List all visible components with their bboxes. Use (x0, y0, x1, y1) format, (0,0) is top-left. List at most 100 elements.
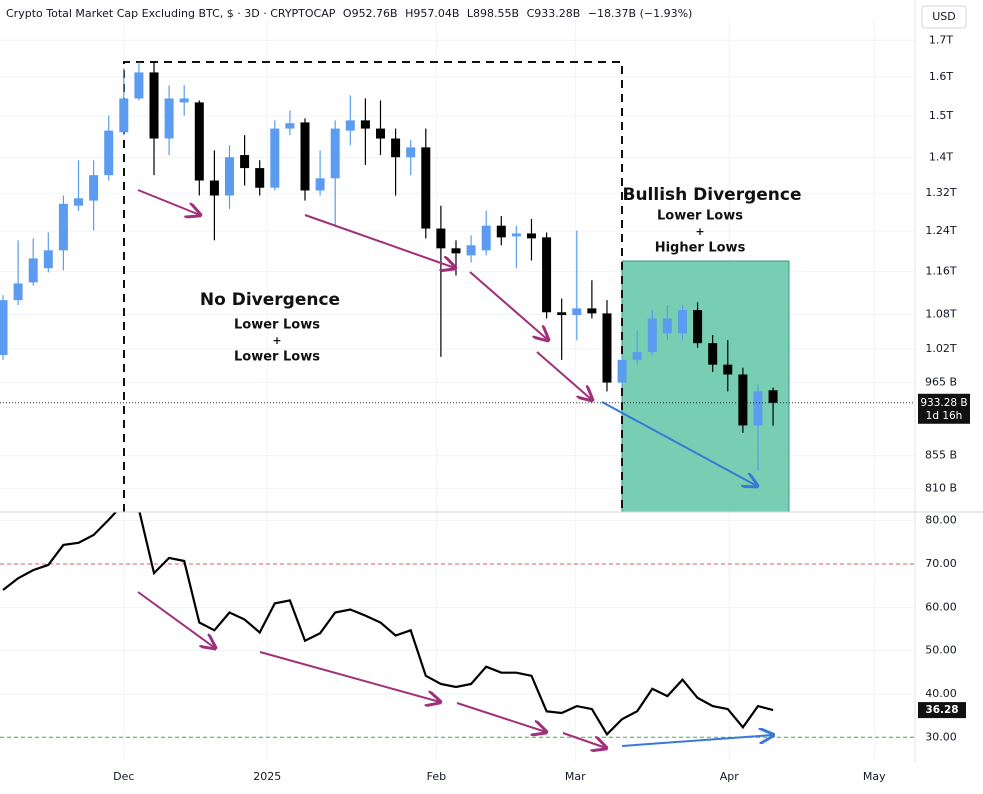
candle-body (677, 310, 687, 334)
candle-body (164, 98, 174, 139)
annotation: Lower Lows (234, 318, 320, 333)
y-tick-label: 1.7T (929, 33, 953, 46)
candle-body (270, 128, 280, 188)
annotation: No Divergence (200, 290, 340, 310)
candle-body (647, 318, 657, 353)
x-tick-label: Apr (720, 770, 740, 783)
candle-body (481, 225, 491, 251)
candle-body (542, 237, 552, 313)
arrow (621, 735, 773, 747)
y-tick-label: 80.00 (925, 514, 957, 527)
candle-body (330, 128, 340, 179)
arrows (137, 189, 773, 748)
rsi-pane (0, 512, 915, 738)
candle-body (421, 147, 431, 229)
candle-body (255, 168, 265, 188)
candle-body (451, 248, 461, 254)
y-tick-label: 30.00 (925, 730, 957, 743)
header-title: Crypto Total Market Cap Excluding BTC, $… (6, 7, 336, 20)
candle-body (360, 120, 370, 129)
candle-body (753, 391, 763, 426)
candle-body (693, 310, 703, 344)
x-tick-label: Feb (427, 770, 446, 783)
candle-body (0, 300, 8, 356)
y-tick-label: 1.24T (925, 224, 956, 237)
candle-body (134, 72, 144, 99)
header: Crypto Total Market Cap Excluding BTC, $… (6, 7, 692, 20)
candle-body (572, 308, 582, 316)
candle-body (375, 128, 385, 139)
header-change: −18.37B (−1.93%) (588, 7, 693, 20)
candle-body (194, 102, 204, 181)
annotation: Lower Lows (657, 209, 743, 224)
candle-body (149, 72, 159, 139)
currency-box[interactable] (921, 5, 967, 29)
y-tick-label: 965 B (925, 376, 957, 389)
last-value-box (918, 702, 966, 719)
candle-body (345, 120, 355, 131)
header-low: L898.55B (467, 7, 519, 20)
header-close: C933.28B (527, 7, 581, 20)
y-tick-label: 1.08T (925, 308, 956, 321)
candle-body (89, 175, 99, 201)
arrow (137, 591, 215, 648)
annotation: Bullish Divergence (622, 185, 801, 205)
candle-body (708, 343, 718, 365)
currency[interactable]: USD (932, 10, 956, 23)
candle-body (511, 233, 521, 237)
candle-body (104, 130, 114, 176)
y-tick-label: 1.16T (925, 264, 956, 277)
highlight-box (621, 260, 790, 513)
candle-body (285, 123, 295, 129)
candle-body (526, 233, 536, 239)
y-tick-label: 1.5T (929, 109, 953, 122)
annotation: + (695, 225, 704, 238)
candle-body (315, 178, 325, 191)
candle-body (723, 364, 733, 375)
x-tick-label: Mar (565, 770, 586, 783)
candle-body (466, 245, 476, 256)
arrow (469, 271, 548, 340)
candle-body (28, 258, 38, 283)
candle-body (406, 147, 416, 158)
last-price-label: 933.28 B (920, 397, 967, 409)
arrow (137, 189, 200, 215)
candle-body (738, 374, 748, 426)
annotation: Higher Lows (655, 241, 746, 256)
y-tick-label: 40.00 (925, 687, 957, 700)
arrow (456, 702, 546, 732)
candle-body (602, 313, 612, 383)
candle-body (119, 98, 129, 133)
y-tick-label: 1.6T (929, 70, 953, 83)
y-tick-label: 1.32T (925, 186, 956, 199)
last-value-label: 36.28 (925, 704, 958, 716)
candle-body (617, 359, 627, 383)
candle-body (209, 180, 219, 196)
candle-body (496, 225, 506, 238)
candle-body (74, 198, 84, 206)
header-high: H957.04B (405, 7, 459, 20)
candle-body (632, 352, 642, 360)
price-pane (0, 62, 778, 471)
arrow (304, 214, 455, 268)
y-tick-label: 70.00 (925, 557, 957, 570)
candle-body (436, 228, 446, 249)
candle-body (662, 318, 672, 334)
y-tick-label: 810 B (925, 481, 957, 494)
candle-body (179, 98, 189, 103)
rsi-line (2, 512, 774, 737)
header-open: O952.76B (343, 7, 398, 20)
annotation: Lower Lows (234, 350, 320, 365)
candle-body (300, 122, 310, 191)
annotation: + (272, 334, 281, 347)
arrow (536, 351, 592, 400)
candle-body (391, 138, 401, 158)
arrow (259, 651, 440, 702)
x-tick-label: 2025 (253, 770, 281, 783)
y-tick-label: 1.4T (929, 151, 953, 164)
last-price-box (918, 393, 970, 424)
candle-body (43, 250, 53, 269)
candle-body (58, 203, 68, 251)
candle-body (13, 283, 23, 301)
